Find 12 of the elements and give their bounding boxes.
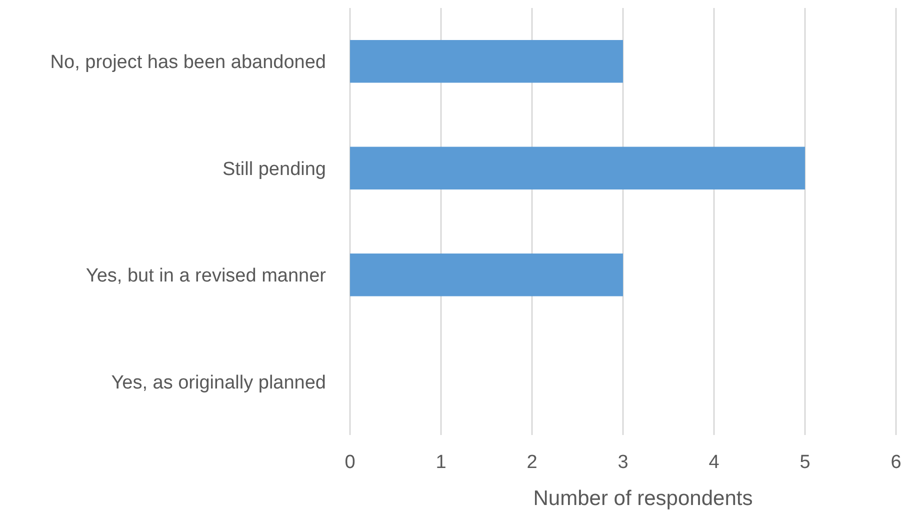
- x-tick-label: 5: [800, 452, 810, 473]
- x-tick-label: 6: [890, 452, 902, 473]
- x-tick-label: 3: [618, 452, 628, 473]
- y-tick-label: No, project has been abandoned: [50, 52, 326, 74]
- x-tick-label: 4: [708, 452, 720, 473]
- y-tick-label: Yes, but in a revised manner: [86, 266, 327, 287]
- x-axis-title: Number of respondents: [533, 487, 753, 510]
- y-tick-label: Still pending: [222, 158, 326, 180]
- y-tick-label: Yes, as originally planned: [111, 372, 326, 394]
- x-tick-label: 2: [526, 452, 538, 473]
- x-tick-label: 0: [344, 452, 356, 473]
- x-tick-label: 1: [436, 452, 446, 473]
